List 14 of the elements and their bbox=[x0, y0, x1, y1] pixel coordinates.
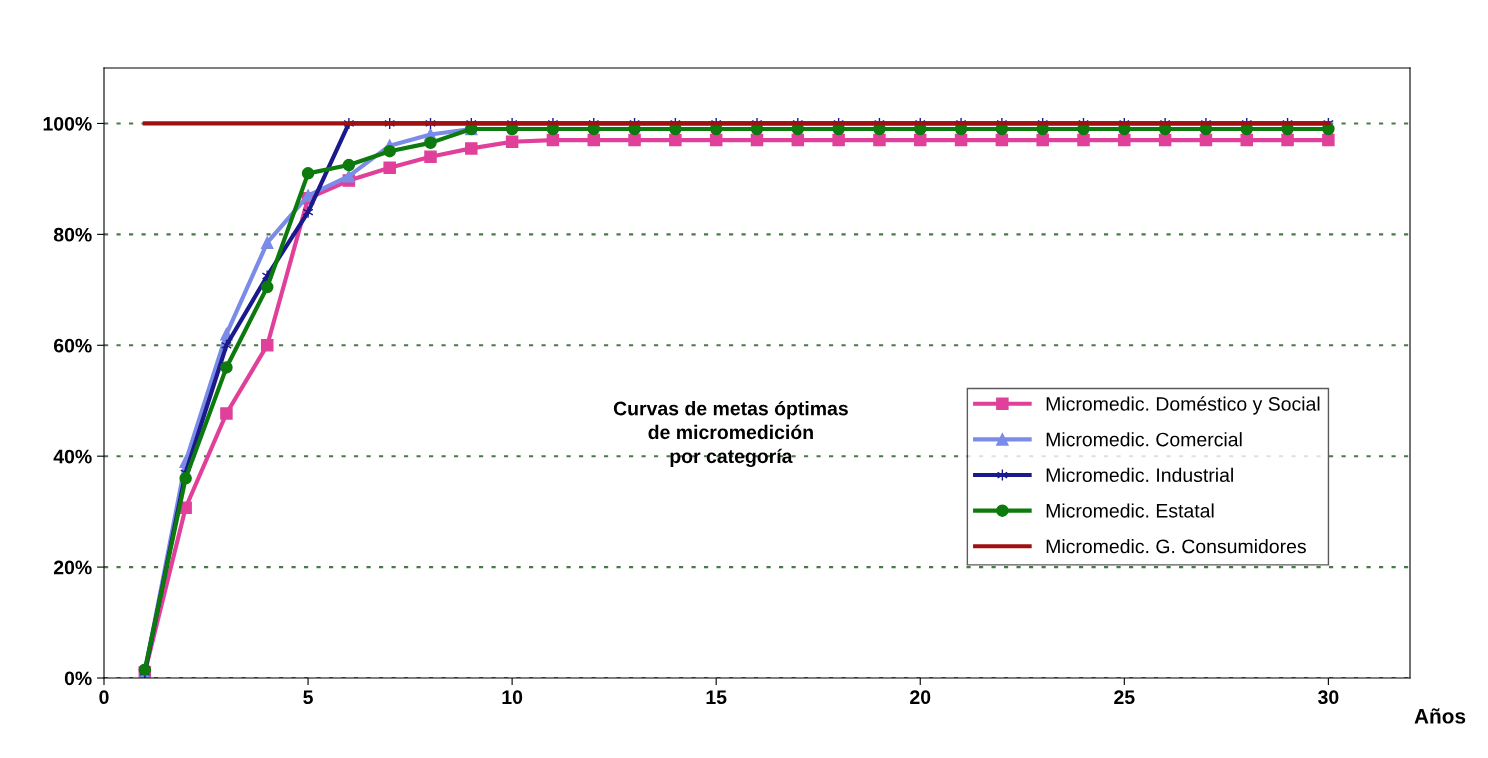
x-tick-label: 5 bbox=[303, 690, 313, 705]
x-tick-label: 15 bbox=[706, 690, 727, 705]
x-tick-label: 30 bbox=[1318, 690, 1339, 705]
x-tick-label: 25 bbox=[1114, 690, 1135, 705]
y-tick-label: 100% bbox=[43, 116, 92, 131]
y-tick-label: 80% bbox=[53, 227, 92, 242]
x-tick-label: 10 bbox=[502, 690, 523, 705]
x-tick-label: 20 bbox=[910, 690, 931, 705]
x-tick-label: 0 bbox=[99, 690, 109, 705]
y-tick-label: 40% bbox=[53, 449, 92, 464]
x-axis-title: Años bbox=[1414, 708, 1466, 724]
y-tick-label: 20% bbox=[53, 560, 92, 575]
y-tick-label: 0% bbox=[64, 671, 92, 686]
y-tick-label: 60% bbox=[53, 338, 92, 353]
